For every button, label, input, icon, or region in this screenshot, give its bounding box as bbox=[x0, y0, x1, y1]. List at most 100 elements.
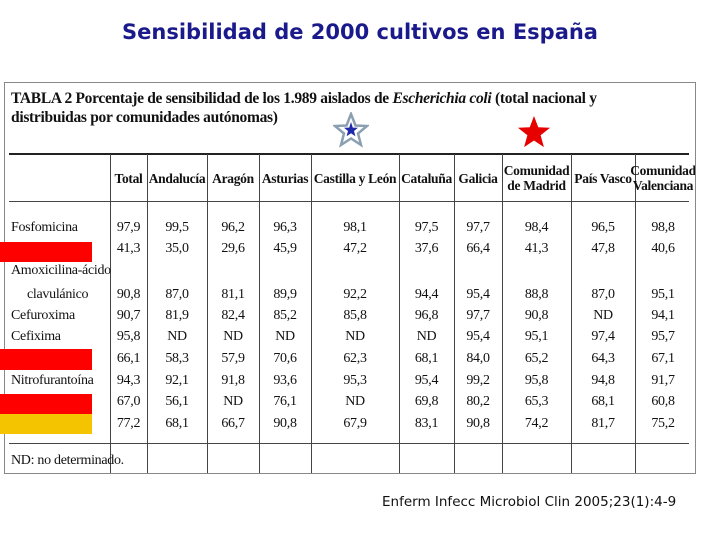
slide-title: Sensibilidad de 2000 cultivos en España bbox=[122, 20, 598, 44]
marker-red-row6 bbox=[0, 349, 92, 370]
table-cell: 37,6 bbox=[414, 241, 439, 256]
table-cell: 96,3 bbox=[273, 220, 297, 235]
column-rule bbox=[259, 154, 260, 473]
column-header: Andalucía bbox=[148, 170, 206, 186]
table-cell: ND bbox=[345, 329, 365, 344]
table-cell: 95,1 bbox=[651, 287, 675, 302]
table-cell: 75,2 bbox=[651, 416, 675, 431]
table-cell: 68,1 bbox=[591, 394, 615, 409]
table-cell: 90,8 bbox=[273, 416, 297, 431]
table-cell: 97,7 bbox=[466, 220, 490, 235]
table-cell: 58,3 bbox=[165, 351, 189, 366]
table-cell: 96,8 bbox=[414, 308, 439, 323]
footnote: ND: no determinado. bbox=[11, 453, 124, 468]
table-cell: 95,1 bbox=[524, 329, 549, 344]
table-cell: 66,7 bbox=[221, 416, 245, 431]
table-cell: ND bbox=[593, 308, 613, 323]
row-label: Fosfomicina bbox=[11, 220, 78, 235]
table-cell: 94,1 bbox=[651, 308, 675, 323]
table-cell: 94,4 bbox=[414, 287, 439, 302]
marker-yellow-row9 bbox=[0, 414, 92, 434]
table-caption: TABLA 2 Porcentaje de sensibilidad de lo… bbox=[11, 89, 671, 127]
table-cell: ND bbox=[416, 329, 437, 344]
table-cell: 95,4 bbox=[466, 329, 490, 344]
table-cell: 56,1 bbox=[165, 394, 189, 409]
table-cell: 82,4 bbox=[221, 308, 245, 323]
table-cell: 99,5 bbox=[165, 220, 189, 235]
table-cell: 90,8 bbox=[466, 416, 490, 431]
table-cell: 83,1 bbox=[414, 416, 439, 431]
star-icon bbox=[333, 112, 369, 148]
column-header: Comunidad de Madrid bbox=[503, 163, 570, 193]
column-rule bbox=[571, 154, 572, 473]
column-rule bbox=[399, 154, 400, 473]
row-label: Amoxicilina-ácido bbox=[11, 263, 111, 278]
rule-bottom bbox=[9, 443, 689, 444]
table-cell: 90,8 bbox=[116, 287, 141, 302]
column-header: Aragón bbox=[212, 170, 254, 186]
column-rule bbox=[635, 154, 636, 473]
caption-prefix: TABLA 2 bbox=[11, 90, 72, 107]
table-cell: 41,3 bbox=[524, 241, 549, 256]
column-rule bbox=[207, 154, 208, 473]
table-cell: 91,7 bbox=[651, 373, 675, 388]
table-cell: 68,1 bbox=[414, 351, 439, 366]
table-cell: 57,9 bbox=[221, 351, 245, 366]
table-cell: 80,2 bbox=[466, 394, 490, 409]
table-cell: 81,9 bbox=[165, 308, 189, 323]
caption-organism: Escherichia coli bbox=[392, 90, 492, 107]
table-cell: 45,9 bbox=[273, 241, 297, 256]
column-header: Galicia bbox=[458, 170, 498, 186]
table-cell: 81,7 bbox=[591, 416, 615, 431]
table-cell: 97,7 bbox=[466, 308, 490, 323]
table-cell: 67,9 bbox=[343, 416, 367, 431]
table-cell: 69,8 bbox=[414, 394, 439, 409]
table-cell: 29,6 bbox=[221, 241, 245, 256]
caption-text-after: (total nacional y distribuidas por comun… bbox=[11, 90, 597, 126]
table-cell: 35,0 bbox=[165, 241, 189, 256]
table-cell: ND bbox=[167, 329, 187, 344]
row-label: Cefixima bbox=[11, 329, 61, 344]
table-cell: 87,0 bbox=[591, 287, 615, 302]
table-cell: 92,1 bbox=[165, 373, 189, 388]
table-cell: 97,9 bbox=[116, 220, 141, 235]
table-cell: 97,5 bbox=[414, 220, 439, 235]
table-cell: 92,2 bbox=[343, 287, 367, 302]
table-image: TABLA 2 Porcentaje de sensibilidad de lo… bbox=[4, 82, 696, 474]
marker-red-row8 bbox=[0, 394, 92, 414]
table-cell: ND bbox=[345, 394, 365, 409]
table-cell: 85,8 bbox=[343, 308, 367, 323]
column-rule bbox=[311, 154, 312, 473]
table-cell: 67,0 bbox=[116, 394, 141, 409]
table-cell: 76,1 bbox=[273, 394, 297, 409]
table-cell: 74,2 bbox=[524, 416, 549, 431]
column-header: Cataluña bbox=[401, 170, 452, 186]
column-rule bbox=[454, 154, 455, 473]
table-cell: 95,7 bbox=[651, 329, 675, 344]
table-cell: 60,8 bbox=[651, 394, 675, 409]
table-cell: 84,0 bbox=[466, 351, 490, 366]
table-cell: 93,6 bbox=[273, 373, 297, 388]
table-cell: 95,8 bbox=[524, 373, 549, 388]
table-cell: 90,7 bbox=[116, 308, 141, 323]
table-cell: 98,8 bbox=[651, 220, 675, 235]
table-cell: 96,5 bbox=[591, 220, 615, 235]
table-cell: 41,3 bbox=[116, 241, 141, 256]
table-cell: 66,4 bbox=[466, 241, 490, 256]
table-cell: 62,3 bbox=[343, 351, 367, 366]
column-header: Comunidad Valenciana bbox=[630, 163, 696, 193]
table-cell: 95,8 bbox=[116, 329, 141, 344]
table-cell: 85,2 bbox=[273, 308, 297, 323]
row-label: Nitrofurantoína bbox=[11, 373, 94, 388]
table-cell: 95,3 bbox=[343, 373, 367, 388]
row-label-continued: clavulánico bbox=[27, 287, 89, 302]
rule-header bbox=[9, 201, 689, 202]
table-cell: 67,1 bbox=[651, 351, 675, 366]
column-header: Total bbox=[114, 170, 143, 186]
reference: Enferm Infecc Microbiol Clin 2005;23(1):… bbox=[382, 494, 677, 510]
table-cell: 70,6 bbox=[273, 351, 297, 366]
table-cell: 98,4 bbox=[524, 220, 549, 235]
table-cell: 68,1 bbox=[165, 416, 189, 431]
table-cell: 89,9 bbox=[273, 287, 297, 302]
table-cell: 47,8 bbox=[591, 241, 615, 256]
